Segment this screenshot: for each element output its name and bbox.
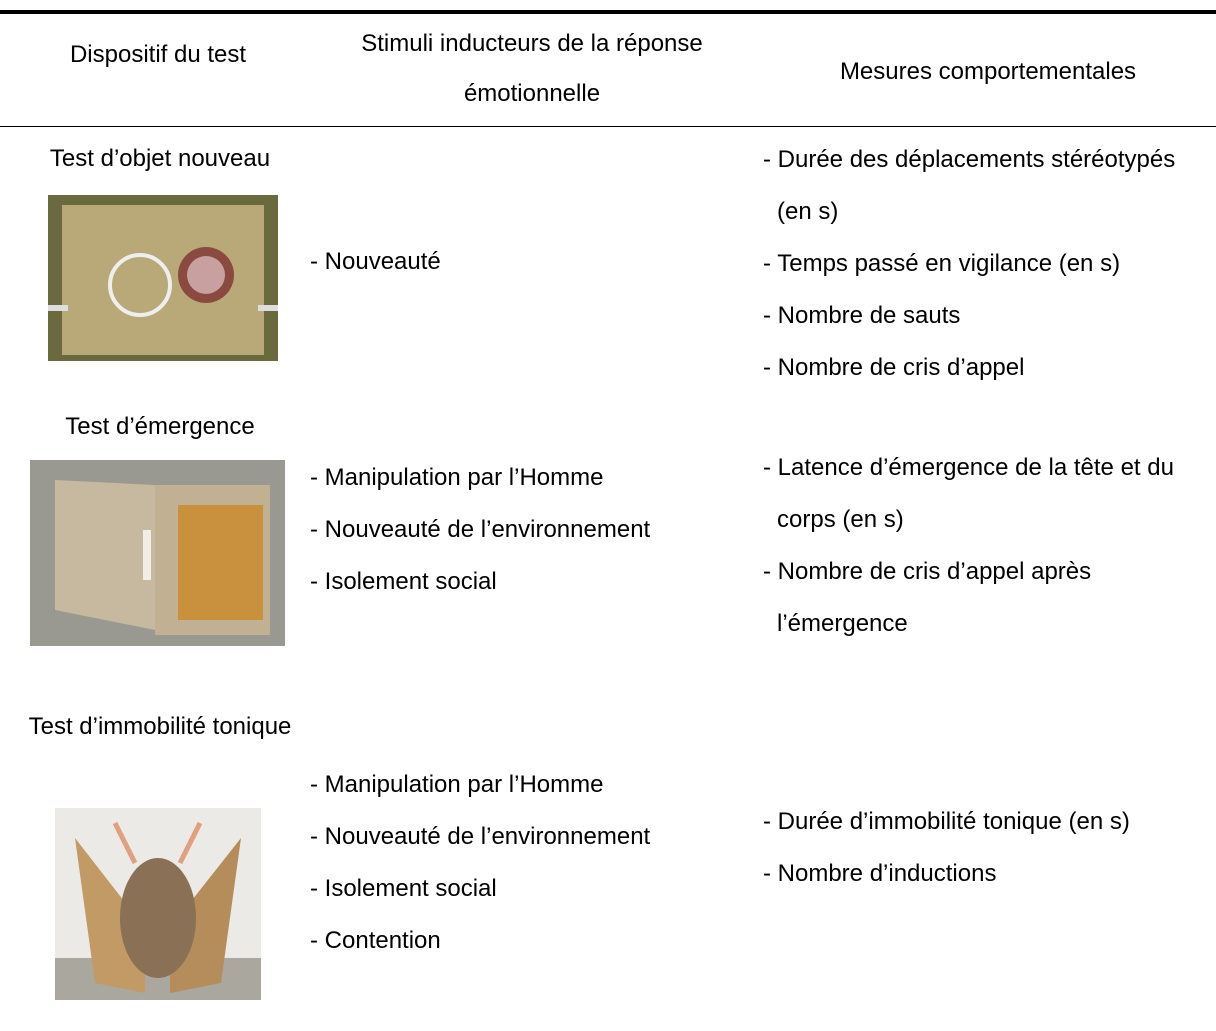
stimulus: - Nouveauté de l’environnement (310, 823, 651, 850)
measure: - Latence d’émergence de la tête et du c… (763, 454, 1174, 533)
stimulus: - Contention (310, 927, 441, 954)
measure: - Nombre de cris d’appel (763, 354, 1025, 381)
stimulus: - Nouveauté (310, 248, 441, 275)
stimulus: - Manipulation par l’Homme (310, 464, 604, 491)
measure: - Durée des déplacements stéréotypés (en… (763, 146, 1176, 225)
stimulus: - Nouveauté de l’environnement (310, 516, 651, 543)
stimulus: - Isolement social (310, 568, 497, 595)
header-cell: Dispositif du test (69, 41, 247, 68)
test-name: Test d’objet nouveau (49, 145, 271, 172)
measure: - Temps passé en vigilance (en s) (763, 250, 1121, 277)
header-cell: Stimuli inducteurs de la réponse émotion… (361, 30, 703, 107)
header-cell: Mesures comportementales (839, 58, 1137, 85)
top-rule (0, 10, 1216, 14)
measure: - Nombre de sauts (763, 302, 961, 329)
photo-tonic-immobility (55, 808, 261, 1000)
test-name: Test d’immobilité tonique (28, 713, 292, 740)
measure: - Durée d’immobilité tonique (en s) (763, 808, 1130, 835)
header-rule (0, 126, 1216, 127)
photo-emergence (30, 460, 285, 646)
photo-novel-object (48, 195, 278, 361)
stimulus: - Isolement social (310, 875, 497, 902)
measure: - Nombre de cris d’appel après l’émergen… (763, 558, 1092, 637)
measure: - Nombre d’inductions (763, 860, 997, 887)
stimulus: - Manipulation par l’Homme (310, 771, 604, 798)
test-name: Test d’émergence (65, 413, 255, 440)
